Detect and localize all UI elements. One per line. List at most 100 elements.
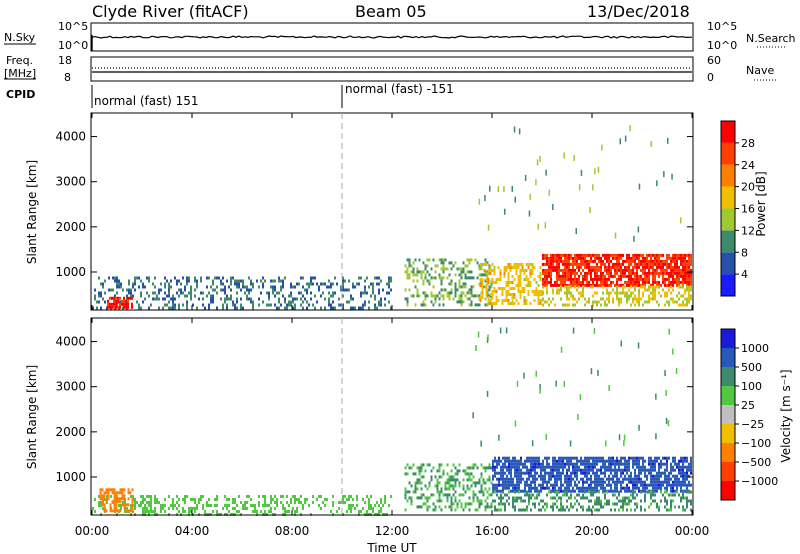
echo-cell bbox=[479, 299, 482, 302]
echo-cell bbox=[388, 504, 390, 507]
echo-cell bbox=[582, 259, 584, 263]
echo-cell bbox=[662, 262, 664, 266]
echo-cell bbox=[130, 504, 132, 507]
echo-cell bbox=[509, 269, 512, 272]
echo-cell bbox=[632, 297, 634, 301]
echo-cell bbox=[527, 278, 530, 281]
echo-cell bbox=[560, 268, 562, 272]
echo-cell bbox=[134, 504, 136, 507]
echo-cell bbox=[511, 185, 513, 192]
echo-cell bbox=[410, 264, 413, 268]
echo-cell bbox=[623, 440, 625, 447]
echo-cell bbox=[464, 282, 467, 286]
echo-cell bbox=[236, 291, 238, 295]
echo-cell bbox=[682, 271, 684, 275]
echo-cell bbox=[690, 285, 692, 289]
echo-cell bbox=[115, 506, 118, 510]
echo-cell bbox=[666, 483, 668, 487]
echo-cell bbox=[202, 303, 204, 307]
echo-cell bbox=[416, 279, 419, 283]
echo-cell bbox=[460, 285, 463, 289]
echo-cell bbox=[472, 490, 475, 494]
echo-cell bbox=[278, 297, 280, 301]
echo-cell bbox=[642, 480, 644, 484]
echo-cell bbox=[446, 276, 449, 280]
echo-cell bbox=[602, 280, 604, 284]
echo-cell bbox=[546, 271, 548, 275]
echo-cell bbox=[644, 300, 646, 304]
echo-cell bbox=[560, 274, 562, 278]
echo-cell bbox=[593, 327, 596, 334]
echo-cell bbox=[218, 276, 220, 280]
echo-cell bbox=[531, 266, 534, 269]
echo-cell bbox=[584, 253, 586, 257]
echo-cell bbox=[596, 468, 598, 472]
echo-cell bbox=[614, 232, 617, 239]
echo-cell bbox=[262, 504, 264, 507]
echo-cell bbox=[636, 300, 638, 304]
echo-cell bbox=[638, 262, 640, 266]
echo-cell bbox=[258, 303, 260, 307]
echo-cell bbox=[638, 480, 640, 484]
echo-cell bbox=[420, 463, 423, 467]
echo-cell bbox=[384, 501, 386, 504]
echo-cell bbox=[428, 258, 431, 262]
echo-cell bbox=[418, 478, 421, 482]
echo-cell bbox=[644, 489, 646, 493]
echo-cell bbox=[598, 277, 600, 281]
echo-cell bbox=[568, 253, 570, 257]
echo-cell bbox=[672, 259, 674, 263]
echo-cell bbox=[388, 285, 390, 289]
echo-cell bbox=[100, 501, 102, 504]
echo-cell bbox=[596, 271, 598, 275]
echo-cell bbox=[494, 474, 496, 478]
echo-cell bbox=[654, 462, 656, 466]
echo-cell bbox=[514, 508, 516, 512]
echo-cell bbox=[388, 276, 390, 280]
echo-cell bbox=[94, 288, 96, 292]
echo-cell bbox=[660, 480, 662, 484]
echo-cell bbox=[570, 283, 572, 287]
echo-cell bbox=[108, 288, 110, 292]
echo-cell bbox=[408, 490, 411, 494]
echo-cell bbox=[576, 474, 578, 478]
echo-cell bbox=[642, 303, 644, 307]
echo-cell bbox=[600, 280, 602, 284]
echo-cell bbox=[568, 459, 570, 463]
echo-cell bbox=[564, 259, 566, 263]
echo-cell bbox=[652, 294, 654, 298]
echo-cell bbox=[254, 504, 256, 507]
echo-cell bbox=[618, 291, 620, 295]
echo-cell bbox=[646, 265, 648, 269]
echo-cell bbox=[518, 459, 520, 463]
echo-cell bbox=[634, 483, 636, 487]
echo-cell bbox=[492, 465, 494, 469]
echo-cell bbox=[634, 502, 636, 506]
echo-cell bbox=[560, 505, 562, 509]
echo-cell bbox=[440, 475, 443, 479]
echo-cell bbox=[604, 253, 606, 257]
echo-cell bbox=[110, 288, 112, 292]
echo-cell bbox=[328, 279, 330, 283]
echo-cell bbox=[566, 291, 568, 295]
echo-cell bbox=[680, 456, 682, 460]
echo-cell bbox=[618, 253, 620, 257]
echo-cell bbox=[468, 478, 471, 482]
echo-cell bbox=[562, 505, 564, 509]
echo-cell bbox=[252, 300, 254, 304]
echo-cell bbox=[115, 503, 118, 507]
echo-cell bbox=[105, 491, 108, 495]
echo-cell bbox=[666, 465, 668, 469]
echo-cell bbox=[546, 480, 548, 484]
echo-cell bbox=[539, 299, 542, 302]
echo-cell bbox=[672, 499, 674, 503]
echo-cell bbox=[606, 502, 608, 506]
echo-cell bbox=[350, 507, 352, 510]
echo-cell bbox=[456, 288, 459, 292]
echo-cell bbox=[284, 510, 286, 513]
echo-cell bbox=[434, 270, 437, 274]
echo-cell bbox=[554, 474, 556, 478]
echo-cell bbox=[572, 283, 574, 287]
echo-cell bbox=[628, 288, 630, 292]
echo-cell bbox=[682, 480, 684, 484]
